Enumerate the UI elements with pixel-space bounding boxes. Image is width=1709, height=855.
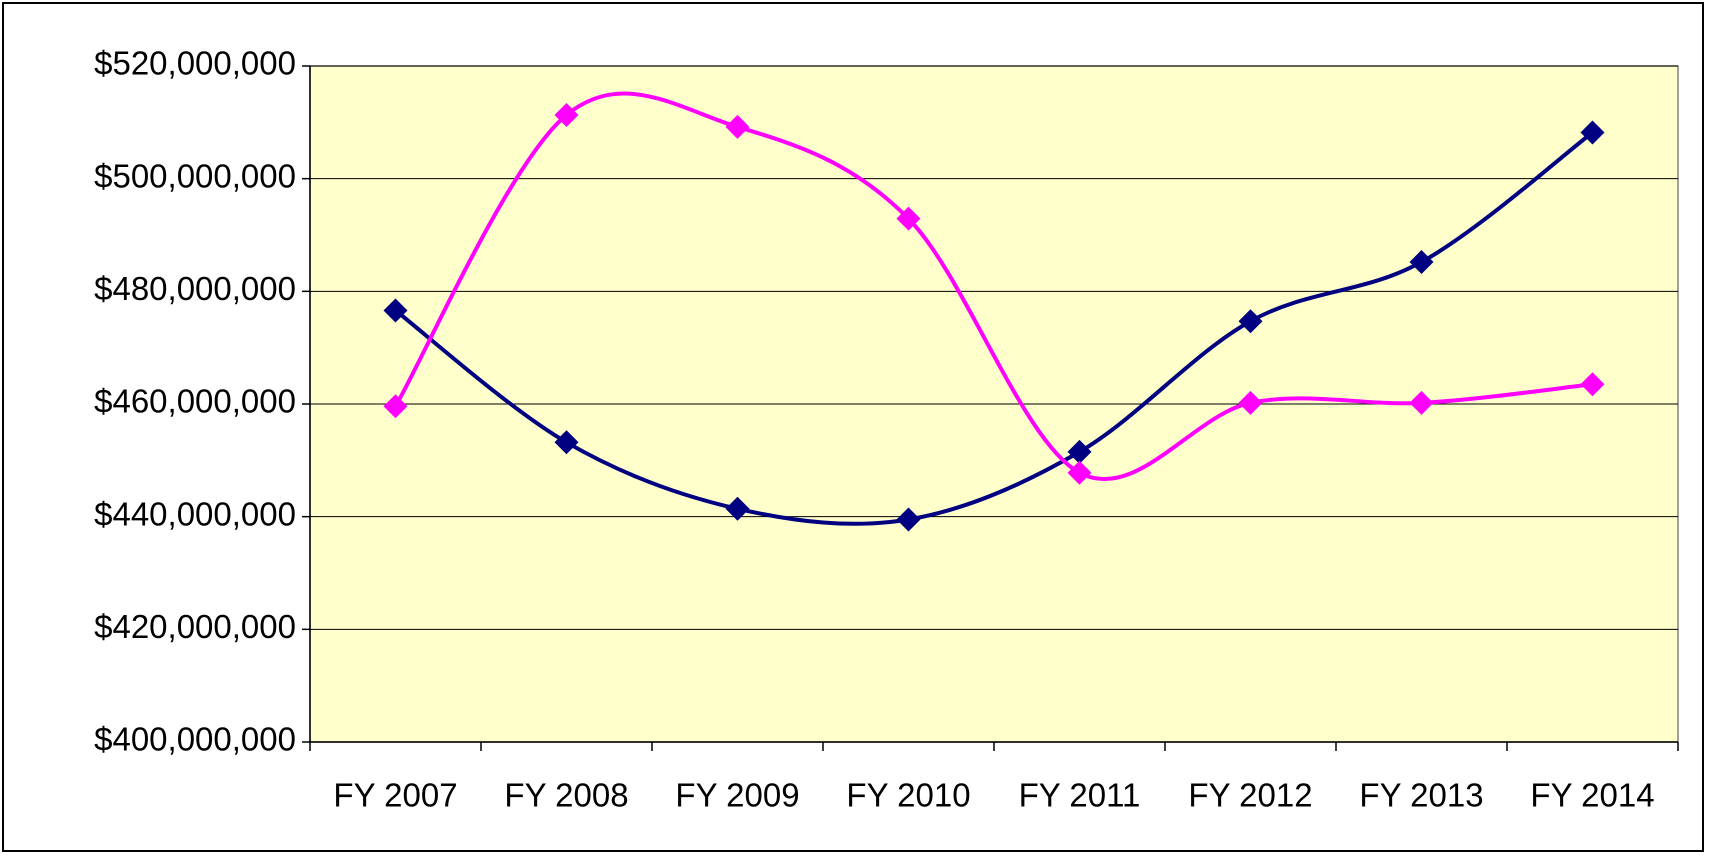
- marker: [1238, 390, 1263, 415]
- y-tick-label: $420,000,000: [94, 608, 296, 645]
- y-tick-label: $440,000,000: [94, 495, 296, 532]
- marker: [1067, 439, 1092, 464]
- y-tick-label: $480,000,000: [94, 270, 296, 307]
- marker: [1580, 120, 1605, 145]
- y-tick-label: $460,000,000: [94, 383, 296, 420]
- marker: [554, 430, 579, 455]
- x-tick-label: FY 2013: [1359, 777, 1483, 814]
- x-tick-label: FY 2007: [333, 777, 457, 814]
- x-tick-label: FY 2012: [1188, 777, 1312, 814]
- x-tick-label: FY 2009: [675, 777, 799, 814]
- marker: [725, 114, 750, 139]
- y-tick-label: $520,000,000: [94, 45, 296, 82]
- x-tick-label: FY 2014: [1530, 777, 1654, 814]
- line: [394, 130, 1594, 526]
- x-tick-label: FY 2011: [1019, 777, 1141, 814]
- marker: [1238, 309, 1263, 334]
- marker: [1580, 372, 1605, 397]
- marker: [383, 394, 408, 419]
- y-tick-label: $400,000,000: [94, 721, 296, 758]
- marker: [725, 496, 750, 521]
- marker: [896, 507, 921, 532]
- marker: [896, 206, 921, 231]
- marker: [383, 298, 408, 323]
- x-tick-label: FY 2010: [846, 777, 970, 814]
- marker: [1067, 460, 1092, 485]
- x-tick-label: FY 2008: [504, 777, 628, 814]
- marker: [1409, 390, 1434, 415]
- marker: [554, 103, 579, 128]
- marker: [1409, 250, 1434, 275]
- y-tick-label: $500,000,000: [94, 157, 296, 194]
